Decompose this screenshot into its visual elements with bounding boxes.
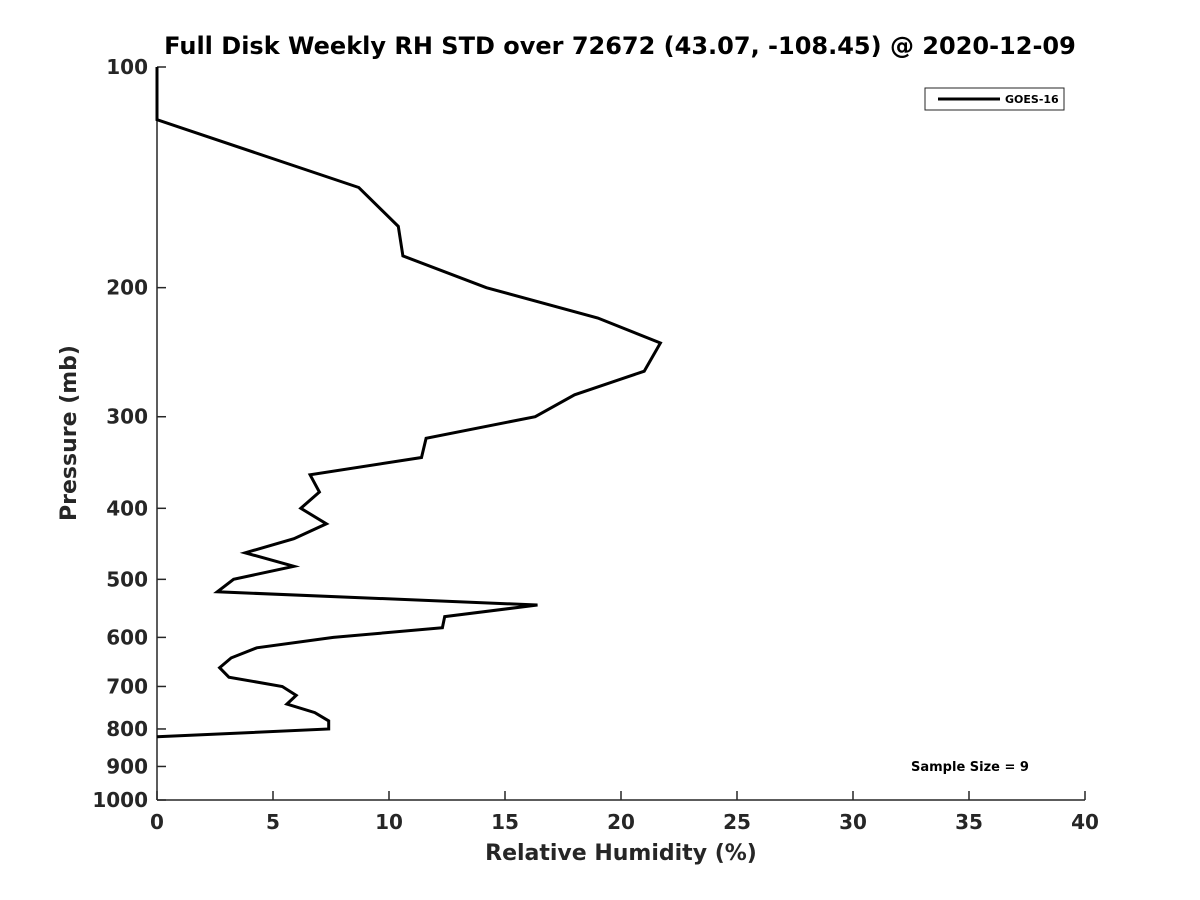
y-tick-label-700: 700 <box>106 674 148 698</box>
legend: GOES-16 <box>924 87 1065 111</box>
series-layer <box>155 67 663 739</box>
sample-size-annotation: Sample Size = 9 <box>911 760 1029 775</box>
y-tick-label-600: 600 <box>106 625 148 649</box>
series-line-goes-16 <box>155 67 663 739</box>
y-tick-label-100: 100 <box>106 55 148 79</box>
y-tick-label-800: 800 <box>106 717 148 741</box>
y-tick-label-1000: 1000 <box>92 788 148 812</box>
y-tick-label-200: 200 <box>106 276 148 300</box>
y-tick-label-500: 500 <box>106 567 148 591</box>
x-tick-label-10: 10 <box>375 810 403 834</box>
y-axis-ticks: 100 200 300 400 500 600 700 800 900 1000 <box>92 55 166 812</box>
y-tick-label-900: 900 <box>106 754 148 778</box>
x-tick-label-0: 0 <box>150 810 164 834</box>
x-axis-ticks: 0 5 10 15 20 25 30 35 40 <box>150 791 1099 834</box>
y-axis-label: Pressure (mb) <box>57 345 82 521</box>
x-tick-label-25: 25 <box>723 810 751 834</box>
legend-entry-goes-16: GOES-16 <box>1005 93 1059 106</box>
x-tick-label-30: 30 <box>839 810 867 834</box>
x-tick-label-15: 15 <box>491 810 519 834</box>
y-tick-label-300: 300 <box>106 405 148 429</box>
x-tick-label-20: 20 <box>607 810 635 834</box>
chart-title: Full Disk Weekly RH STD over 72672 (43.0… <box>164 32 1076 60</box>
y-tick-label-400: 400 <box>106 496 148 520</box>
x-axis-label: Relative Humidity (%) <box>485 841 757 866</box>
x-tick-label-5: 5 <box>266 810 280 834</box>
x-tick-label-35: 35 <box>955 810 983 834</box>
x-tick-label-40: 40 <box>1071 810 1099 834</box>
